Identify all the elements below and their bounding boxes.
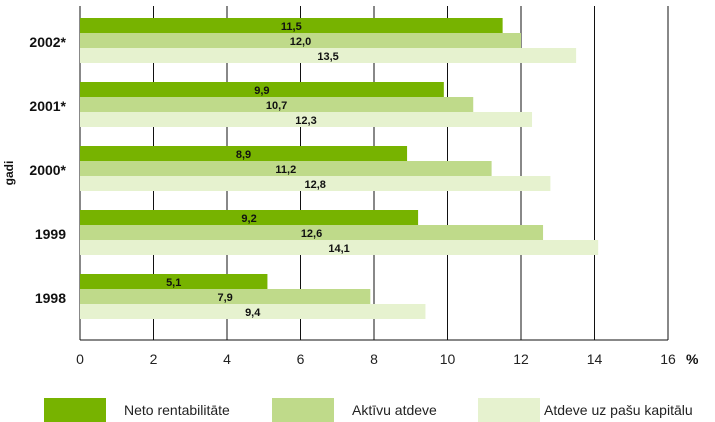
bar-value-label: 11,5 <box>281 21 302 33</box>
bar-value-label: 11,2 <box>275 164 296 176</box>
bar <box>80 240 599 255</box>
category-label: 2000* <box>29 162 66 178</box>
bar-value-label: 8,9 <box>236 149 251 161</box>
x-tick-label: 12 <box>513 351 529 367</box>
bar <box>80 225 544 240</box>
bar-value-label: 12,6 <box>301 228 322 240</box>
category-label: 2002* <box>29 34 66 50</box>
legend-swatch <box>272 398 334 422</box>
legend-label: Neto rentabilitāte <box>124 402 230 418</box>
x-tick-label: 10 <box>440 351 456 367</box>
bar-value-label: 5,1 <box>166 277 181 289</box>
bar <box>80 97 474 112</box>
legend-swatch <box>478 398 540 422</box>
bar-value-label: 10,7 <box>266 100 287 112</box>
bar-value-label: 9,9 <box>254 85 269 97</box>
bar-value-label: 13,5 <box>317 51 338 63</box>
bar <box>80 82 444 97</box>
category-label: 1999 <box>35 226 66 242</box>
legend-label: Aktīvu atdeve <box>352 402 437 418</box>
x-tick-label: 14 <box>587 351 603 367</box>
bar-value-label: 9,4 <box>245 307 261 319</box>
bar <box>80 176 551 191</box>
bar <box>80 48 577 63</box>
bar-value-label: 7,9 <box>218 292 233 304</box>
bar-value-label: 14,1 <box>328 243 349 255</box>
bar <box>80 33 521 48</box>
x-tick-label: 0 <box>76 351 84 367</box>
bar-value-label: 9,2 <box>241 213 256 225</box>
x-tick-label: 16 <box>660 351 676 367</box>
y-axis-title: gadi <box>2 161 16 186</box>
bar <box>80 18 503 33</box>
bar <box>80 210 419 225</box>
x-tick-label: 6 <box>297 351 305 367</box>
legend-swatch <box>44 398 106 422</box>
category-label: 1998 <box>35 290 66 306</box>
legend: Neto rentabilitāte Aktīvu atdeve Atdeve … <box>0 398 715 422</box>
x-tick-label: 4 <box>223 351 231 367</box>
bar <box>80 304 426 319</box>
bar <box>80 161 492 176</box>
bar <box>80 289 371 304</box>
bar <box>80 146 408 161</box>
x-tick-label: 8 <box>370 351 378 367</box>
x-unit-label: % <box>686 351 699 367</box>
bar-value-label: 12,0 <box>290 36 311 48</box>
category-label: 2001* <box>29 98 66 114</box>
bar-chart: 0 2 4 6 8 10 12 14 16 % gadi 11,5 12,0 13,5 2002* 9,9 10… <box>2 6 699 367</box>
bar-value-label: 12,3 <box>295 115 316 127</box>
legend-label: Atdeve uz pašu kapitālu <box>544 402 693 418</box>
bar <box>80 112 533 127</box>
bar-value-label: 12,8 <box>304 179 325 191</box>
x-tick-label: 2 <box>150 351 158 367</box>
bar <box>80 274 268 289</box>
